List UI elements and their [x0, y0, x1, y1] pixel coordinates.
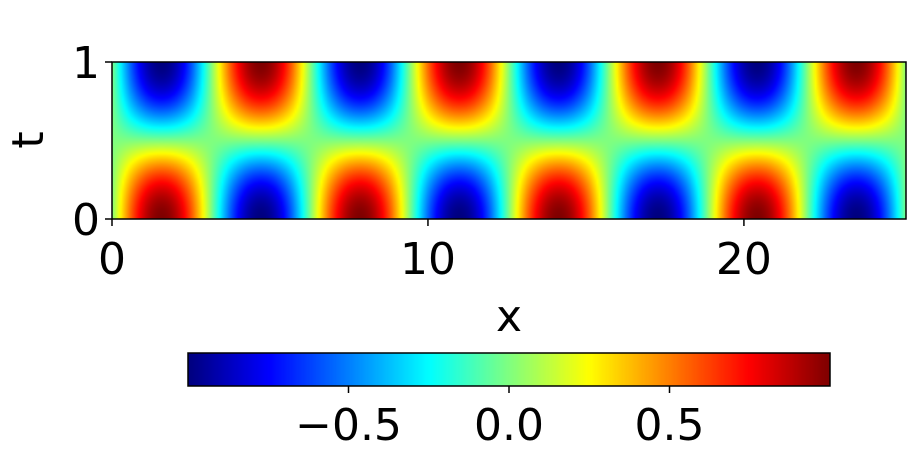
x-axis: 0 10 20 x [98, 219, 772, 342]
heatmap-area [111, 61, 907, 220]
colorbar-tick-label: −0.5 [295, 400, 402, 451]
colorbar-tick-group: −0.5 0.0 0.5 [295, 386, 704, 451]
x-axis-label: x [496, 291, 522, 342]
y-axis-label: t [3, 131, 54, 148]
y-tick-label: 0 [72, 195, 100, 246]
colorbar-tick-label: 0.0 [474, 400, 544, 451]
x-tick-label: 20 [716, 234, 772, 285]
colorbar-tick-label: 0.5 [635, 400, 705, 451]
colorbar: −0.5 0.0 0.5 [187, 352, 831, 451]
x-tick-label: 10 [400, 234, 456, 285]
y-tick-label: 1 [72, 38, 100, 89]
y-tick-group: 01 [72, 38, 112, 246]
x-tick-label: 0 [98, 234, 126, 285]
y-axis: 01 t [3, 38, 112, 246]
colorbar-gradient [188, 353, 830, 386]
x-tick-group: 0 10 20 [98, 219, 772, 285]
heatmap-image [112, 62, 906, 219]
plot-frame [111, 61, 907, 220]
